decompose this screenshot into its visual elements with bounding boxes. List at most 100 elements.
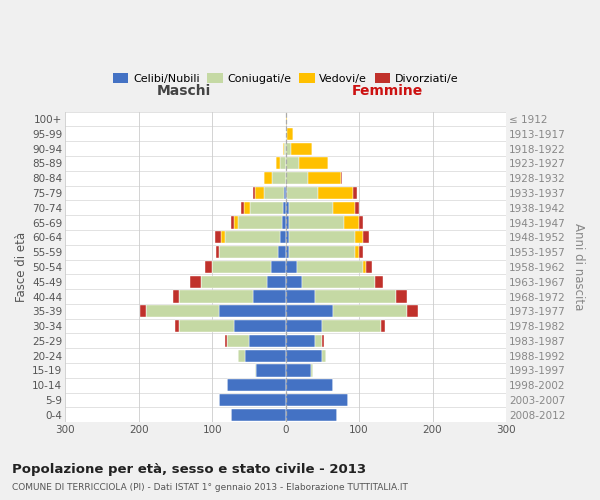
Bar [286, 128, 287, 140]
Bar [286, 261, 296, 273]
Bar [355, 202, 359, 214]
Bar [276, 158, 280, 170]
Bar [220, 305, 286, 318]
Bar [286, 232, 289, 243]
Bar [216, 246, 220, 258]
Bar [292, 142, 312, 154]
Bar [263, 172, 272, 184]
Bar [286, 305, 334, 318]
Bar [299, 158, 328, 170]
Bar [284, 187, 286, 199]
Bar [283, 202, 286, 214]
Bar [375, 276, 383, 288]
Bar [230, 409, 286, 421]
Bar [322, 320, 381, 332]
Bar [286, 320, 322, 332]
Bar [234, 216, 238, 228]
Bar [190, 276, 201, 288]
Text: Maschi: Maschi [157, 84, 211, 98]
Bar [289, 232, 355, 243]
Bar [315, 290, 396, 302]
Bar [280, 158, 286, 170]
Bar [287, 128, 293, 140]
Bar [215, 232, 221, 243]
Bar [244, 202, 250, 214]
Bar [256, 364, 286, 376]
Bar [179, 320, 234, 332]
Bar [282, 216, 286, 228]
Bar [267, 276, 286, 288]
Bar [296, 261, 363, 273]
Bar [286, 187, 287, 199]
Bar [175, 320, 179, 332]
Bar [271, 261, 286, 273]
Bar [322, 335, 324, 347]
Bar [286, 379, 334, 392]
Bar [359, 216, 363, 228]
Bar [253, 187, 255, 199]
Bar [286, 246, 289, 258]
Bar [272, 172, 286, 184]
Bar [238, 350, 245, 362]
Bar [212, 261, 271, 273]
Bar [227, 379, 286, 392]
Bar [286, 276, 302, 288]
Bar [280, 232, 286, 243]
Bar [353, 187, 357, 199]
Bar [363, 261, 367, 273]
Bar [263, 187, 284, 199]
Bar [367, 261, 373, 273]
Bar [322, 350, 326, 362]
Bar [289, 202, 334, 214]
Bar [318, 187, 353, 199]
Bar [250, 202, 283, 214]
Bar [224, 232, 280, 243]
Bar [341, 172, 342, 184]
Bar [173, 290, 179, 302]
Bar [311, 364, 313, 376]
Bar [286, 113, 287, 125]
Bar [407, 305, 418, 318]
Bar [363, 232, 368, 243]
Bar [220, 246, 278, 258]
Bar [283, 142, 284, 154]
Legend: Celibi/Nubili, Coniugati/e, Vedovi/e, Divorziati/e: Celibi/Nubili, Coniugati/e, Vedovi/e, Di… [109, 69, 463, 88]
Bar [201, 276, 267, 288]
Text: Femmine: Femmine [352, 84, 422, 98]
Bar [344, 216, 359, 228]
Bar [286, 409, 337, 421]
Bar [286, 364, 311, 376]
Bar [234, 320, 286, 332]
Bar [238, 216, 282, 228]
Bar [286, 216, 289, 228]
Text: Popolazione per età, sesso e stato civile - 2013: Popolazione per età, sesso e stato civil… [12, 462, 366, 475]
Bar [255, 187, 263, 199]
Y-axis label: Fasce di età: Fasce di età [15, 232, 28, 302]
Bar [249, 335, 286, 347]
Bar [284, 142, 286, 154]
Bar [396, 290, 407, 302]
Bar [278, 246, 286, 258]
Bar [308, 172, 341, 184]
Bar [334, 202, 355, 214]
Bar [241, 202, 244, 214]
Bar [286, 350, 322, 362]
Bar [286, 202, 289, 214]
Bar [227, 335, 249, 347]
Text: COMUNE DI TERRICCIOLA (PI) - Dati ISTAT 1° gennaio 2013 - Elaborazione TUTTITALI: COMUNE DI TERRICCIOLA (PI) - Dati ISTAT … [12, 484, 408, 492]
Bar [226, 335, 227, 347]
Bar [220, 394, 286, 406]
Bar [381, 320, 385, 332]
Bar [286, 290, 315, 302]
Bar [140, 305, 146, 318]
Bar [221, 232, 224, 243]
Bar [286, 335, 315, 347]
Bar [286, 158, 299, 170]
Bar [302, 276, 375, 288]
Bar [286, 394, 348, 406]
Bar [289, 246, 355, 258]
Bar [245, 350, 286, 362]
Bar [205, 261, 212, 273]
Y-axis label: Anni di nascita: Anni di nascita [572, 223, 585, 310]
Bar [286, 142, 292, 154]
